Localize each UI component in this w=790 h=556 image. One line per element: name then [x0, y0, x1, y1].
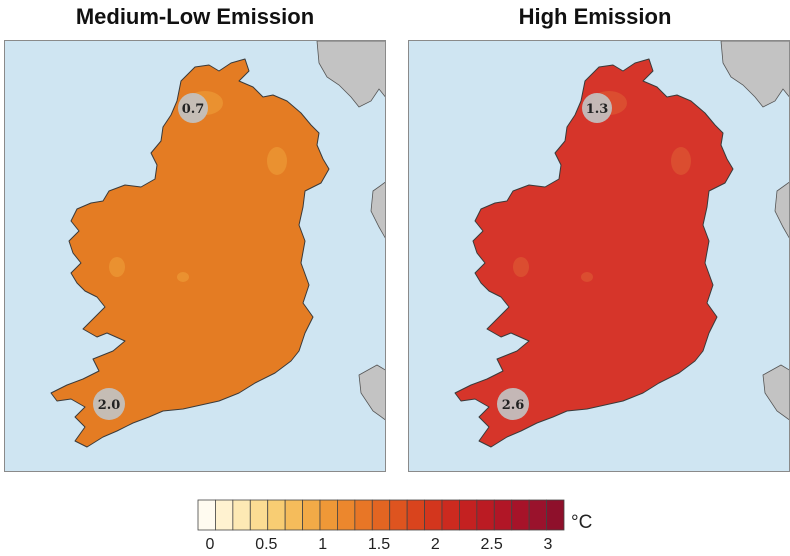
legend-swatch: [389, 499, 408, 531]
legend-tick-label: 3: [543, 536, 553, 553]
pin-north: 1.3: [582, 93, 612, 123]
scotland-coast: [720, 41, 789, 108]
pin-south-value: 2.6: [502, 398, 525, 413]
legend-swatch: [215, 499, 234, 531]
pin-south-circle: [497, 388, 529, 420]
legend-swatch: [284, 499, 303, 531]
legend-tick-label: 2.5: [480, 536, 503, 553]
legend-tick-label: 1.5: [367, 536, 391, 553]
neighbour-landmass: [316, 41, 385, 421]
pin-north-value: 0.7: [182, 102, 205, 117]
map-high: 1.3 2.6: [408, 40, 790, 472]
scotland-coast: [316, 41, 385, 108]
neighbour-landmass: [720, 41, 789, 421]
pin-south: 2.6: [497, 388, 529, 420]
legend-swatch: [337, 499, 356, 531]
legend-swatch: [459, 499, 478, 531]
legend-swatch: [511, 499, 530, 531]
legend-swatch: [302, 499, 321, 531]
hotspot-west: [109, 257, 125, 277]
map-high-svg: 1.3 2.6: [454, 41, 789, 448]
legend-unit: °C: [571, 512, 593, 533]
hotspot-midlands: [177, 272, 189, 282]
pin-north: 0.7: [178, 93, 208, 123]
legend-swatch: [441, 499, 460, 531]
wales-coast-south: [358, 364, 385, 421]
legend-tick-label: 1: [318, 536, 328, 553]
map-medium-low-svg: 0.7 2.0: [50, 41, 385, 448]
legend-swatch: [371, 499, 391, 531]
ireland-landmass: [454, 58, 734, 448]
hotspot-mourne: [671, 147, 691, 175]
legend-swatch: [354, 499, 373, 531]
legend-swatch: [528, 499, 547, 531]
legend-swatch: [267, 499, 286, 531]
panel-title-medium-low: Medium-Low Emission: [75, 4, 315, 29]
wales-coast-north: [370, 181, 385, 239]
map-medium-low: 0.7 2.0: [4, 40, 386, 472]
legend-swatch: [232, 499, 251, 531]
legend-tick-label: 0.5: [255, 536, 278, 553]
wales-coast-north: [774, 181, 789, 239]
hotspot-midlands: [581, 272, 593, 282]
legend-colorbar: [197, 499, 565, 531]
hotspot-west: [513, 257, 529, 277]
legend-tick-label: 2: [430, 536, 440, 553]
pin-south-value: 2.0: [98, 398, 121, 413]
pin-north-value: 1.3: [586, 102, 609, 117]
panel-title-high: High Emission: [518, 4, 672, 29]
wales-coast-south: [762, 364, 789, 421]
legend-swatch: [424, 499, 443, 531]
pin-south: 2.0: [93, 388, 125, 420]
hotspot-mourne: [267, 147, 287, 175]
pin-north-circle: [178, 93, 208, 123]
pin-north-circle: [582, 93, 612, 123]
legend-swatch: [249, 499, 269, 531]
legend-tick-label: 0: [205, 536, 215, 553]
legend-swatch: [406, 499, 425, 531]
legend-swatch: [197, 499, 216, 531]
legend-swatch: [546, 499, 565, 531]
legend-swatch: [493, 499, 513, 531]
legend-swatch: [319, 499, 338, 531]
pin-south-circle: [93, 388, 125, 420]
ireland-landmass: [50, 58, 330, 448]
legend-swatch: [476, 499, 495, 531]
